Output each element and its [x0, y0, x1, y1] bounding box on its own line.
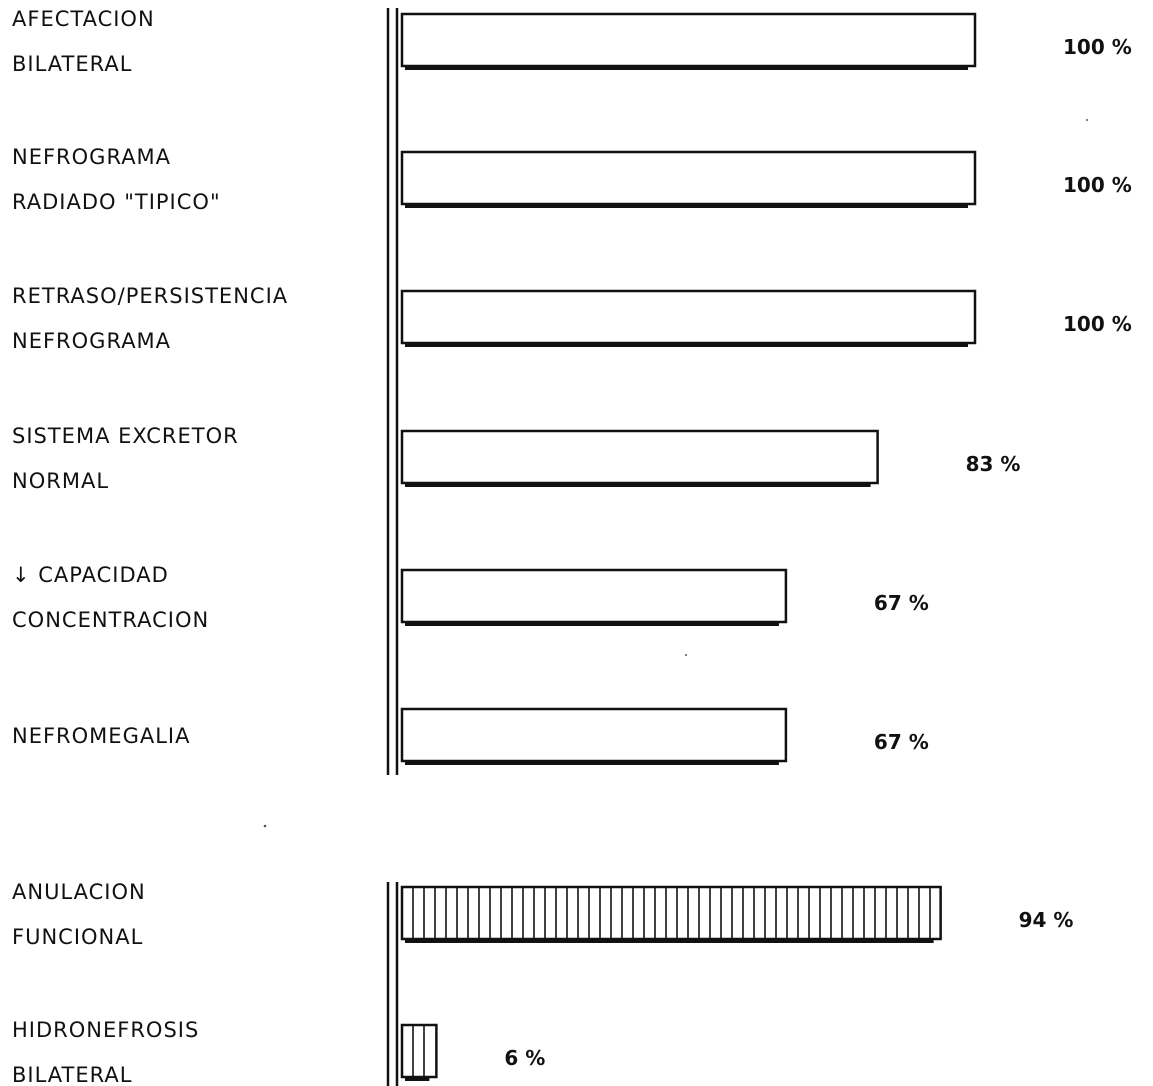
bar-row: RETRASO/PERSISTENCIA NEFROGRAMA 100 %: [12, 284, 1132, 353]
bar: [400, 1023, 438, 1079]
category-label: CONCENTRACION: [12, 608, 209, 632]
value-label: 67 %: [874, 591, 929, 615]
bar: [400, 885, 942, 941]
chart-group: AFECTACION BILATERAL 100 % NEFROGRAMA RADIAD…: [12, 7, 1132, 765]
chart-group: ANULACION FUNCIONAL 94 % HIDRONEFROSIS BILAT…: [12, 880, 1073, 1086]
category-label: AFECTACION: [12, 7, 155, 31]
bar: [400, 12, 977, 68]
axis-group: [386, 8, 399, 1086]
bar-hatch: [412, 887, 931, 939]
category-label: HIDRONEFROSIS: [12, 1018, 199, 1042]
speck: [263, 824, 267, 828]
category-label: BILATERAL: [12, 52, 132, 76]
bar-hatch: [412, 1025, 425, 1077]
value-label: 83 %: [966, 452, 1021, 476]
speck: [1086, 119, 1088, 121]
value-label: 6 %: [504, 1046, 545, 1070]
bar: [400, 289, 977, 345]
bar-row: NEFROGRAMA RADIADO "TIPICO" 100 %: [12, 145, 1132, 214]
bar: [400, 429, 879, 485]
category-label: NORMAL: [12, 469, 109, 493]
bar-row: ↓ CAPACIDAD CONCENTRACION 67 %: [12, 563, 929, 632]
value-label: 67 %: [874, 730, 929, 754]
category-label: NEFROGRAMA: [12, 329, 171, 353]
scan-specks: [263, 119, 1088, 828]
category-label: RETRASO/PERSISTENCIA: [12, 284, 288, 308]
value-label: 100 %: [1063, 35, 1132, 59]
bar-row: NEFROMEGALIA 67 %: [12, 707, 929, 765]
speck: [685, 654, 687, 656]
bar-row: HIDRONEFROSIS BILATERAL 6 %: [12, 1018, 545, 1086]
category-label: ↓ CAPACIDAD: [12, 563, 169, 587]
category-label: NEFROMEGALIA: [12, 724, 190, 748]
bar-row: SISTEMA EXCRETOR NORMAL 83 %: [12, 424, 1020, 493]
value-label: 94 %: [1019, 908, 1074, 932]
value-label: 100 %: [1063, 312, 1132, 336]
bar-row: ANULACION FUNCIONAL 94 %: [12, 880, 1073, 949]
bar: [400, 707, 788, 763]
bar: [400, 150, 977, 206]
value-label: 100 %: [1063, 173, 1132, 197]
category-label: RADIADO "TIPICO": [12, 190, 221, 214]
category-label: FUNCIONAL: [12, 925, 143, 949]
bar: [400, 568, 788, 624]
bar-row: AFECTACION BILATERAL 100 %: [12, 7, 1132, 76]
category-label: NEFROGRAMA: [12, 145, 171, 169]
category-label: BILATERAL: [12, 1063, 132, 1086]
category-label: SISTEMA EXCRETOR: [12, 424, 239, 448]
category-label: ANULACION: [12, 880, 146, 904]
bar-groups: AFECTACION BILATERAL 100 % NEFROGRAMA RADIAD…: [12, 7, 1132, 1086]
